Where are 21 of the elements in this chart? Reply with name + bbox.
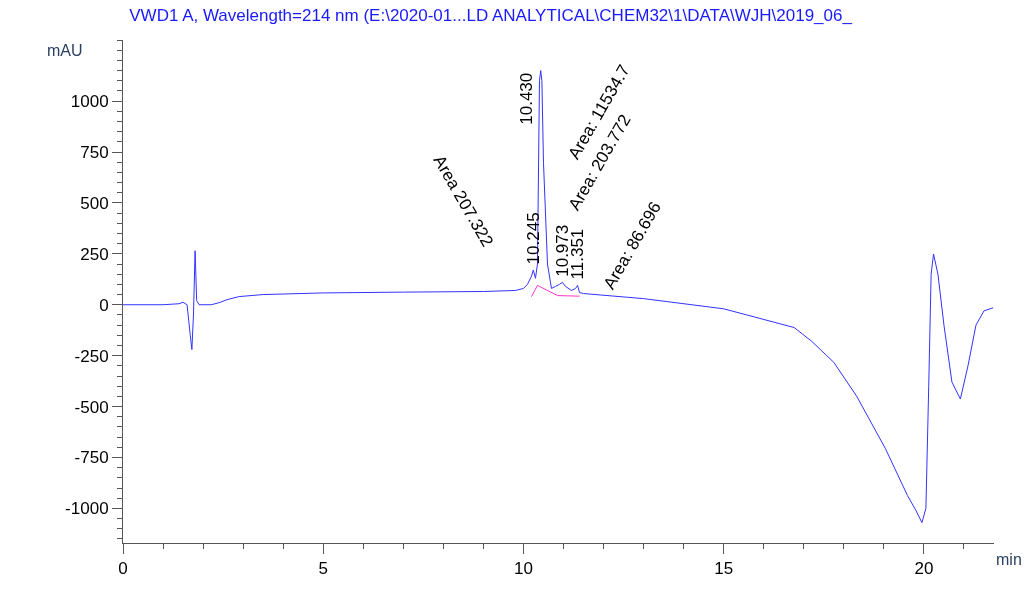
- y-tick-label: -500: [74, 397, 109, 417]
- y-tick-label: -1000: [65, 499, 109, 519]
- y-tick-label: 1000: [70, 92, 109, 112]
- x-axis-title: min: [996, 551, 1022, 568]
- y-tick-label: -750: [74, 448, 109, 468]
- x-tick-label: 10: [514, 559, 533, 579]
- annotation: 11.351: [567, 228, 587, 280]
- annotation: 10.245: [524, 212, 544, 265]
- y-tick-label: 750: [80, 142, 109, 162]
- y-tick-label: 0: [99, 295, 109, 315]
- x-tick-label: 5: [318, 559, 328, 579]
- x-tick-label: 15: [714, 559, 734, 579]
- annotation: 10.430: [516, 72, 536, 125]
- chart-title: VWD1 A, Wavelength=214 nm (E:\2020-01...LD ANALYTICAL\CHEM32\1\DATA\WJH\2019_06_: [129, 5, 853, 25]
- x-tick-label: 20: [914, 559, 934, 579]
- y-tick-label: 500: [80, 193, 109, 213]
- y-tick-label: -250: [74, 346, 109, 366]
- line-series: [530, 284, 581, 298]
- x-tick-label: 0: [118, 559, 128, 579]
- y-axis-title: mAU: [47, 42, 83, 59]
- y-tick-label: 250: [80, 244, 109, 264]
